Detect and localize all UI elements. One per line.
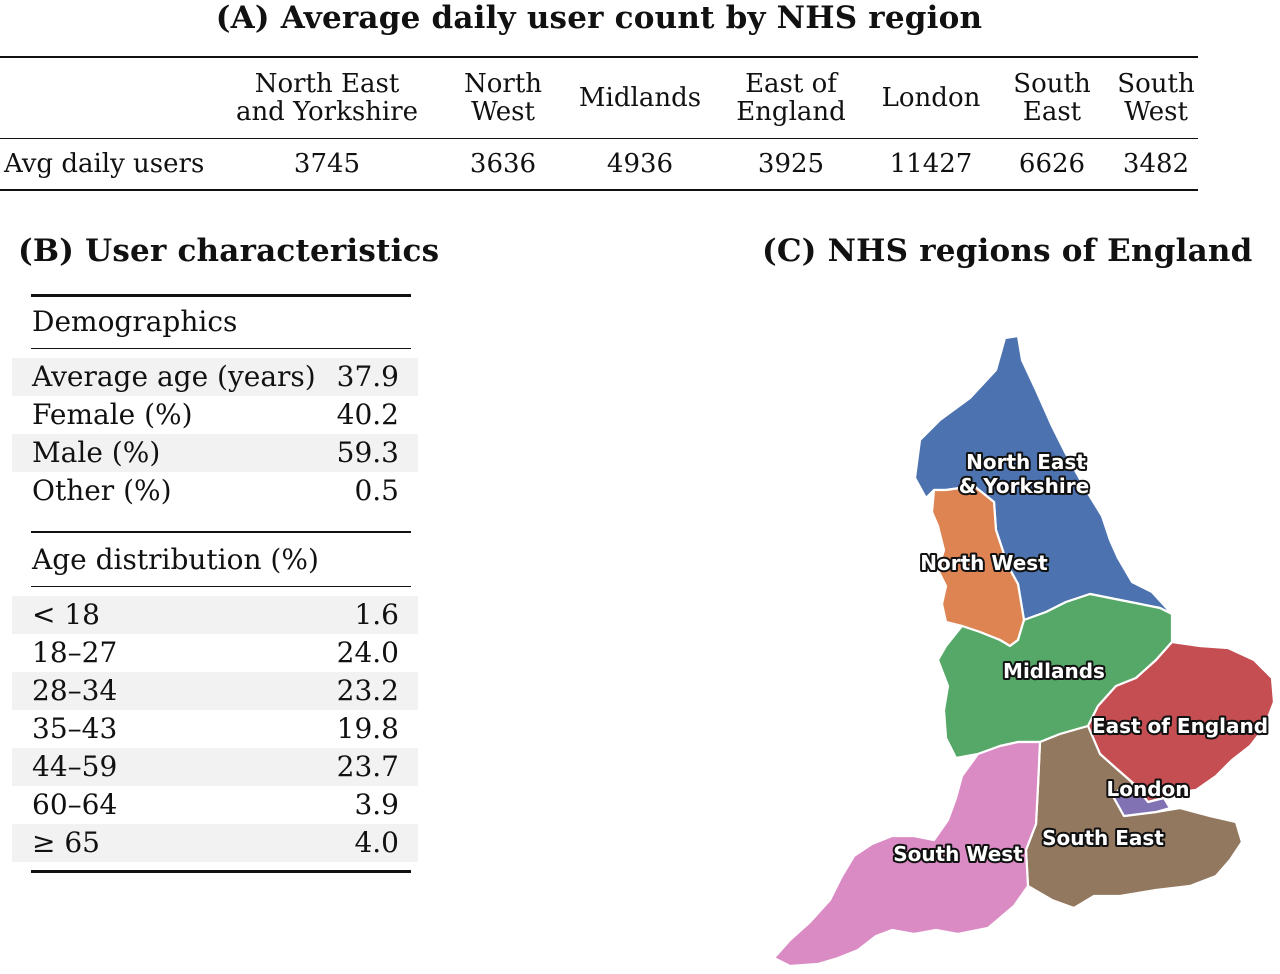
row-label: 18–27 xyxy=(32,636,118,669)
table-cell: 3636 xyxy=(469,149,537,179)
column-header: South West xyxy=(1117,69,1195,127)
row-value: 4.0 xyxy=(354,826,399,859)
table-row: 28–34 23.2 xyxy=(12,672,418,710)
section-heading-demographics: Demographics xyxy=(32,305,238,338)
row-label: Other (%) xyxy=(32,474,172,507)
table-row: Female (%) 40.2 xyxy=(12,396,418,434)
column-header: North East and Yorkshire xyxy=(235,69,419,127)
map-label-south-west: South West xyxy=(893,842,1023,866)
row-value: 59.3 xyxy=(336,436,399,469)
section-rule xyxy=(31,586,411,588)
table-row: 35–43 19.8 xyxy=(12,710,418,748)
table-cell: 11427 xyxy=(889,149,973,179)
row-value: 40.2 xyxy=(336,398,399,431)
panel-c-title: (C) NHS regions of England xyxy=(762,233,1253,269)
panel-a-title: (A) Average daily user count by NHS regi… xyxy=(215,0,983,36)
table-header-row: North East and Yorkshire North West Midl… xyxy=(0,58,1198,139)
column-header: South East xyxy=(1013,69,1091,127)
table-row: Male (%) 59.3 xyxy=(12,434,418,472)
map-label-east-of-england: East of England xyxy=(1092,714,1268,738)
table-row: Avg daily users 3745 3636 4936 3925 1142… xyxy=(0,139,1198,189)
table-row: 18–27 24.0 xyxy=(12,634,418,672)
table-cell: 3482 xyxy=(1122,149,1190,179)
column-header: London xyxy=(881,83,981,113)
table-cell: 3745 xyxy=(293,149,361,179)
column-header: East of England xyxy=(736,69,846,127)
table-row: ≥ 65 4.0 xyxy=(12,824,418,862)
table-row: 60–64 3.9 xyxy=(12,786,418,824)
table-cell: 4936 xyxy=(606,149,674,179)
row-value: 1.6 xyxy=(354,598,399,631)
section-rule xyxy=(31,531,411,533)
row-value: 19.8 xyxy=(336,712,399,745)
row-label: 44–59 xyxy=(32,750,118,783)
map-label-london: London xyxy=(1106,777,1189,801)
table-top-rule xyxy=(31,294,411,297)
row-value: 23.2 xyxy=(336,674,399,707)
column-header: Midlands xyxy=(578,83,702,113)
map-label-south-east: South East xyxy=(1042,826,1164,850)
panel-b-title: (B) User characteristics xyxy=(18,233,440,269)
table-cell: 6626 xyxy=(1018,149,1086,179)
row-label: 60–64 xyxy=(32,788,118,821)
row-label: Average age (years) xyxy=(32,360,316,393)
row-label: < 18 xyxy=(32,598,100,631)
table-row: 44–59 23.7 xyxy=(12,748,418,786)
row-value: 0.5 xyxy=(354,474,399,507)
row-value: 3.9 xyxy=(354,788,399,821)
row-label: Avg daily users xyxy=(4,149,205,179)
table-row: Average age (years) 37.9 xyxy=(12,358,418,396)
header-empty-cell xyxy=(0,58,218,138)
row-label: 35–43 xyxy=(32,712,118,745)
row-value: 23.7 xyxy=(336,750,399,783)
region-south-east xyxy=(1024,724,1244,910)
row-value: 37.9 xyxy=(336,360,399,393)
section-heading-age-distribution: Age distribution (%) xyxy=(32,543,319,576)
table-row: Other (%) 0.5 xyxy=(12,472,418,510)
table-bottom-rule xyxy=(31,870,411,873)
section-rule xyxy=(31,348,411,350)
table-cell: 3925 xyxy=(757,149,825,179)
region-south-west xyxy=(772,740,1042,968)
row-label: 28–34 xyxy=(32,674,118,707)
map-label-north-east-yorkshire: North East xyxy=(966,450,1086,474)
row-value: 24.0 xyxy=(336,636,399,669)
regional-user-count-table: North East and Yorkshire North West Midl… xyxy=(0,56,1198,191)
region-london xyxy=(1112,782,1172,818)
map-label-midlands: Midlands xyxy=(1003,659,1105,683)
map-label-north-east-yorkshire: & Yorkshire xyxy=(959,474,1089,498)
column-header: North West xyxy=(463,69,543,127)
row-label: ≥ 65 xyxy=(32,826,100,859)
row-label: Male (%) xyxy=(32,436,161,469)
map-label-north-west: North West xyxy=(920,551,1048,575)
nhs-regions-map: North East & Yorkshire North West Midlan… xyxy=(772,334,1276,968)
row-label: Female (%) xyxy=(32,398,193,431)
table-row: < 18 1.6 xyxy=(12,596,418,634)
